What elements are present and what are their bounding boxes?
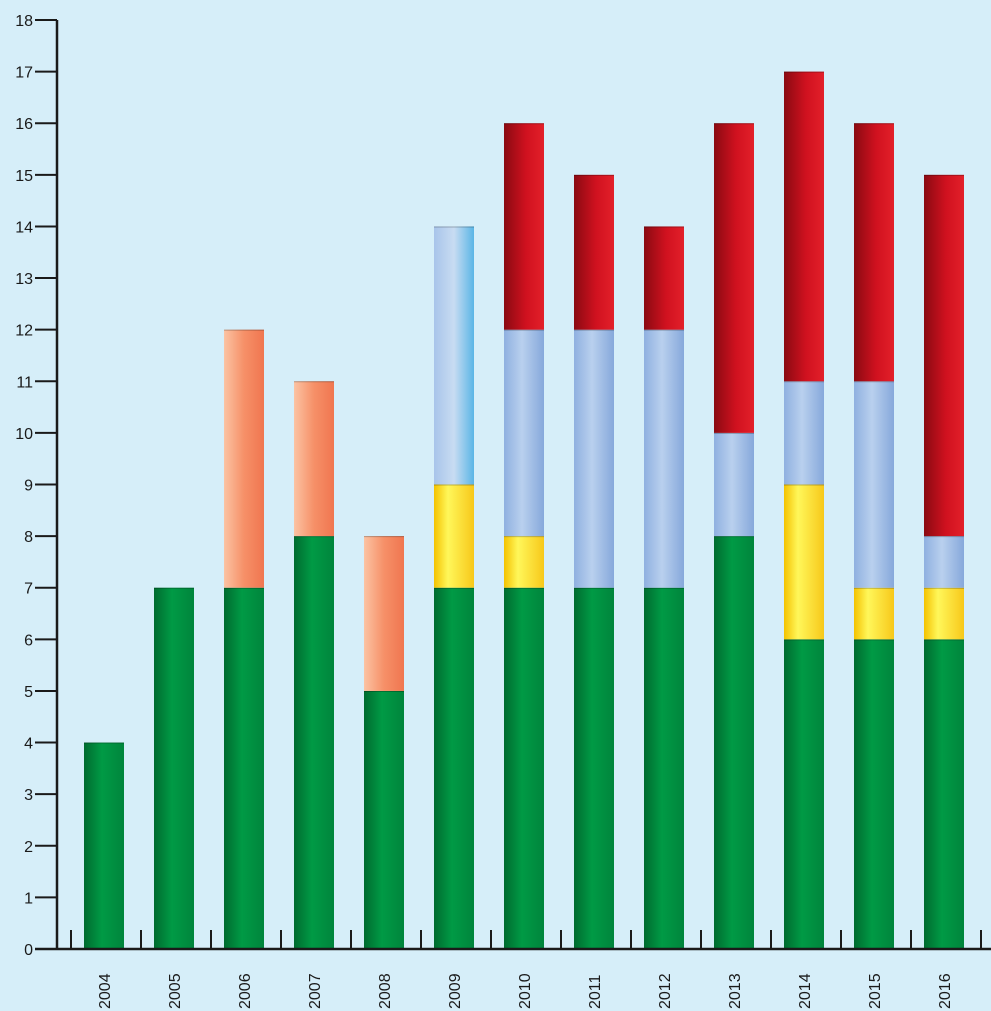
bar-segment-2008-series-1: [364, 690, 404, 949]
y-tick-label: 12: [15, 323, 33, 340]
bar-segment-2013-series-5: [714, 123, 754, 433]
y-tick-label: 16: [15, 116, 33, 133]
x-category-label-2010: 2010: [517, 973, 534, 1009]
bar-segment-2014-series-1: [784, 639, 824, 949]
bar-segment-2006-series-1: [224, 587, 264, 949]
bars-layer: [84, 71, 964, 949]
y-tick-label: 4: [24, 736, 33, 753]
bar-segment-2004-series-1: [84, 742, 124, 949]
bar-segment-2014-series-4: [784, 381, 824, 485]
bar-segment-2009-series-1: [434, 587, 474, 949]
bar-segment-2016-series-3: [924, 587, 964, 640]
bar-segment-2007-series-2: [294, 381, 334, 537]
bar-segment-2010-series-4: [504, 329, 544, 537]
x-category-label-2016: 2016: [937, 973, 954, 1009]
y-tick-label: 11: [16, 374, 33, 391]
y-tick-label: 13: [15, 271, 33, 288]
bar-segment-2013-series-1: [714, 536, 754, 949]
y-tick-label: 15: [15, 168, 33, 185]
bar-segment-2015-series-1: [854, 639, 894, 949]
bar-segment-2010-series-5: [504, 123, 544, 330]
y-tick-label: 1: [24, 890, 33, 907]
y-tick-label: 8: [24, 529, 33, 546]
x-category-label-2007: 2007: [307, 973, 324, 1009]
x-category-label-2011: 2011: [587, 974, 604, 1009]
bar-segment-2014-series-3: [784, 484, 824, 640]
bar-segment-2010-series-1: [504, 587, 544, 949]
bar-segment-2016-series-1: [924, 639, 964, 949]
y-tick-label: 18: [15, 13, 33, 30]
x-category-label-2013: 2013: [727, 973, 744, 1009]
bar-segment-2015-series-5: [854, 123, 894, 382]
y-tick-label: 7: [24, 581, 33, 598]
x-category-label-2015: 2015: [867, 973, 884, 1009]
y-tick-label: 0: [24, 942, 33, 959]
y-tick-label: 5: [24, 684, 33, 701]
y-tick-label: 17: [15, 65, 33, 82]
y-tick-label: 9: [24, 478, 33, 495]
bar-segment-2011-series-1: [574, 587, 614, 949]
x-category-label-2008: 2008: [377, 973, 394, 1009]
bar-segment-2010-series-3: [504, 536, 544, 588]
x-category-label-2005: 2005: [167, 973, 184, 1009]
x-category-label-2006: 2006: [237, 973, 254, 1009]
bar-segment-2012-series-1: [644, 587, 684, 949]
bar-segment-2006-series-2: [224, 329, 264, 588]
bar-segment-2009-series-4: [434, 226, 474, 485]
bar-segment-2009-series-3: [434, 484, 474, 588]
bar-segment-2012-series-5: [644, 226, 684, 330]
bar-segment-2016-series-5: [924, 174, 964, 537]
x-category-label-2012: 2012: [657, 973, 674, 1009]
y-tick-label: 2: [24, 839, 33, 856]
y-tick-label: 10: [15, 426, 33, 443]
axes-layer: [35, 19, 991, 951]
y-tick-label: 3: [24, 787, 33, 804]
y-tick-label: 6: [24, 632, 33, 649]
bar-segment-2015-series-3: [854, 587, 894, 640]
bar-segment-2008-series-2: [364, 536, 404, 691]
bar-segment-2016-series-4: [924, 536, 964, 588]
bar-segment-2005-series-1: [154, 587, 194, 949]
bar-segment-2013-series-4: [714, 432, 754, 537]
x-category-label-2009: 2009: [447, 973, 464, 1009]
x-category-label-2014: 2014: [797, 973, 814, 1009]
bar-segment-2012-series-4: [644, 329, 684, 588]
bar-segment-2014-series-5: [784, 71, 824, 382]
bar-segment-2011-series-5: [574, 174, 614, 330]
bar-segment-2011-series-4: [574, 329, 614, 588]
bar-segment-2015-series-4: [854, 381, 894, 588]
x-category-label-2004: 2004: [97, 973, 114, 1009]
bar-segment-2007-series-1: [294, 536, 334, 949]
y-tick-label: 14: [15, 219, 33, 236]
